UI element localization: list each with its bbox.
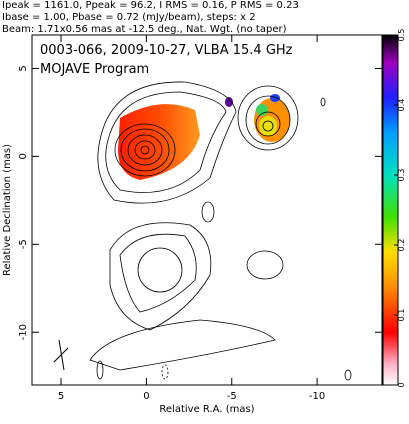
colorbar-tick-label: 0.1 (397, 309, 406, 322)
image-content (53, 81, 352, 381)
colorbar-tick-label: 0.5 (397, 29, 406, 42)
x-tick-label: 5 (58, 391, 64, 402)
y-axis-label: Relative Declination (mas) (2, 144, 13, 276)
header-line: Ipeak = 1161.0, Ppeak = 96.2, I RMS = 0.… (2, 0, 299, 11)
header-line: Beam: 1.71x0.56 mas at -12.5 deg., Nat. … (2, 24, 287, 35)
colorbar-tick-label: 0 (397, 382, 406, 387)
colorbar-tick-label: 0.2 (397, 239, 406, 252)
plot-subtitle: MOJAVE Program (40, 62, 149, 77)
plot-title: 0003-066, 2009-10-27, VLBA 15.4 GHz (40, 43, 293, 58)
y-tick-label: 5 (18, 65, 29, 71)
header-line: Ibase = 1.00, Pbase = 0.72 (mJy/beam), s… (2, 12, 256, 23)
x-tick-label: -10 (309, 391, 325, 402)
x-axis-label: Relative R.A. (mas) (159, 404, 254, 415)
x-tick-label: 0 (143, 391, 149, 402)
colorbar-tick-label: 0.4 (397, 99, 406, 112)
y-tick-label: 0 (18, 153, 29, 159)
y-tick-label: -10 (18, 324, 29, 340)
colorbar (382, 34, 399, 386)
y-tick-label: -5 (18, 239, 29, 249)
x-tick-label: -5 (227, 391, 237, 402)
colorbar-tick-label: 0.3 (397, 169, 406, 182)
plot-frame (31, 34, 383, 386)
